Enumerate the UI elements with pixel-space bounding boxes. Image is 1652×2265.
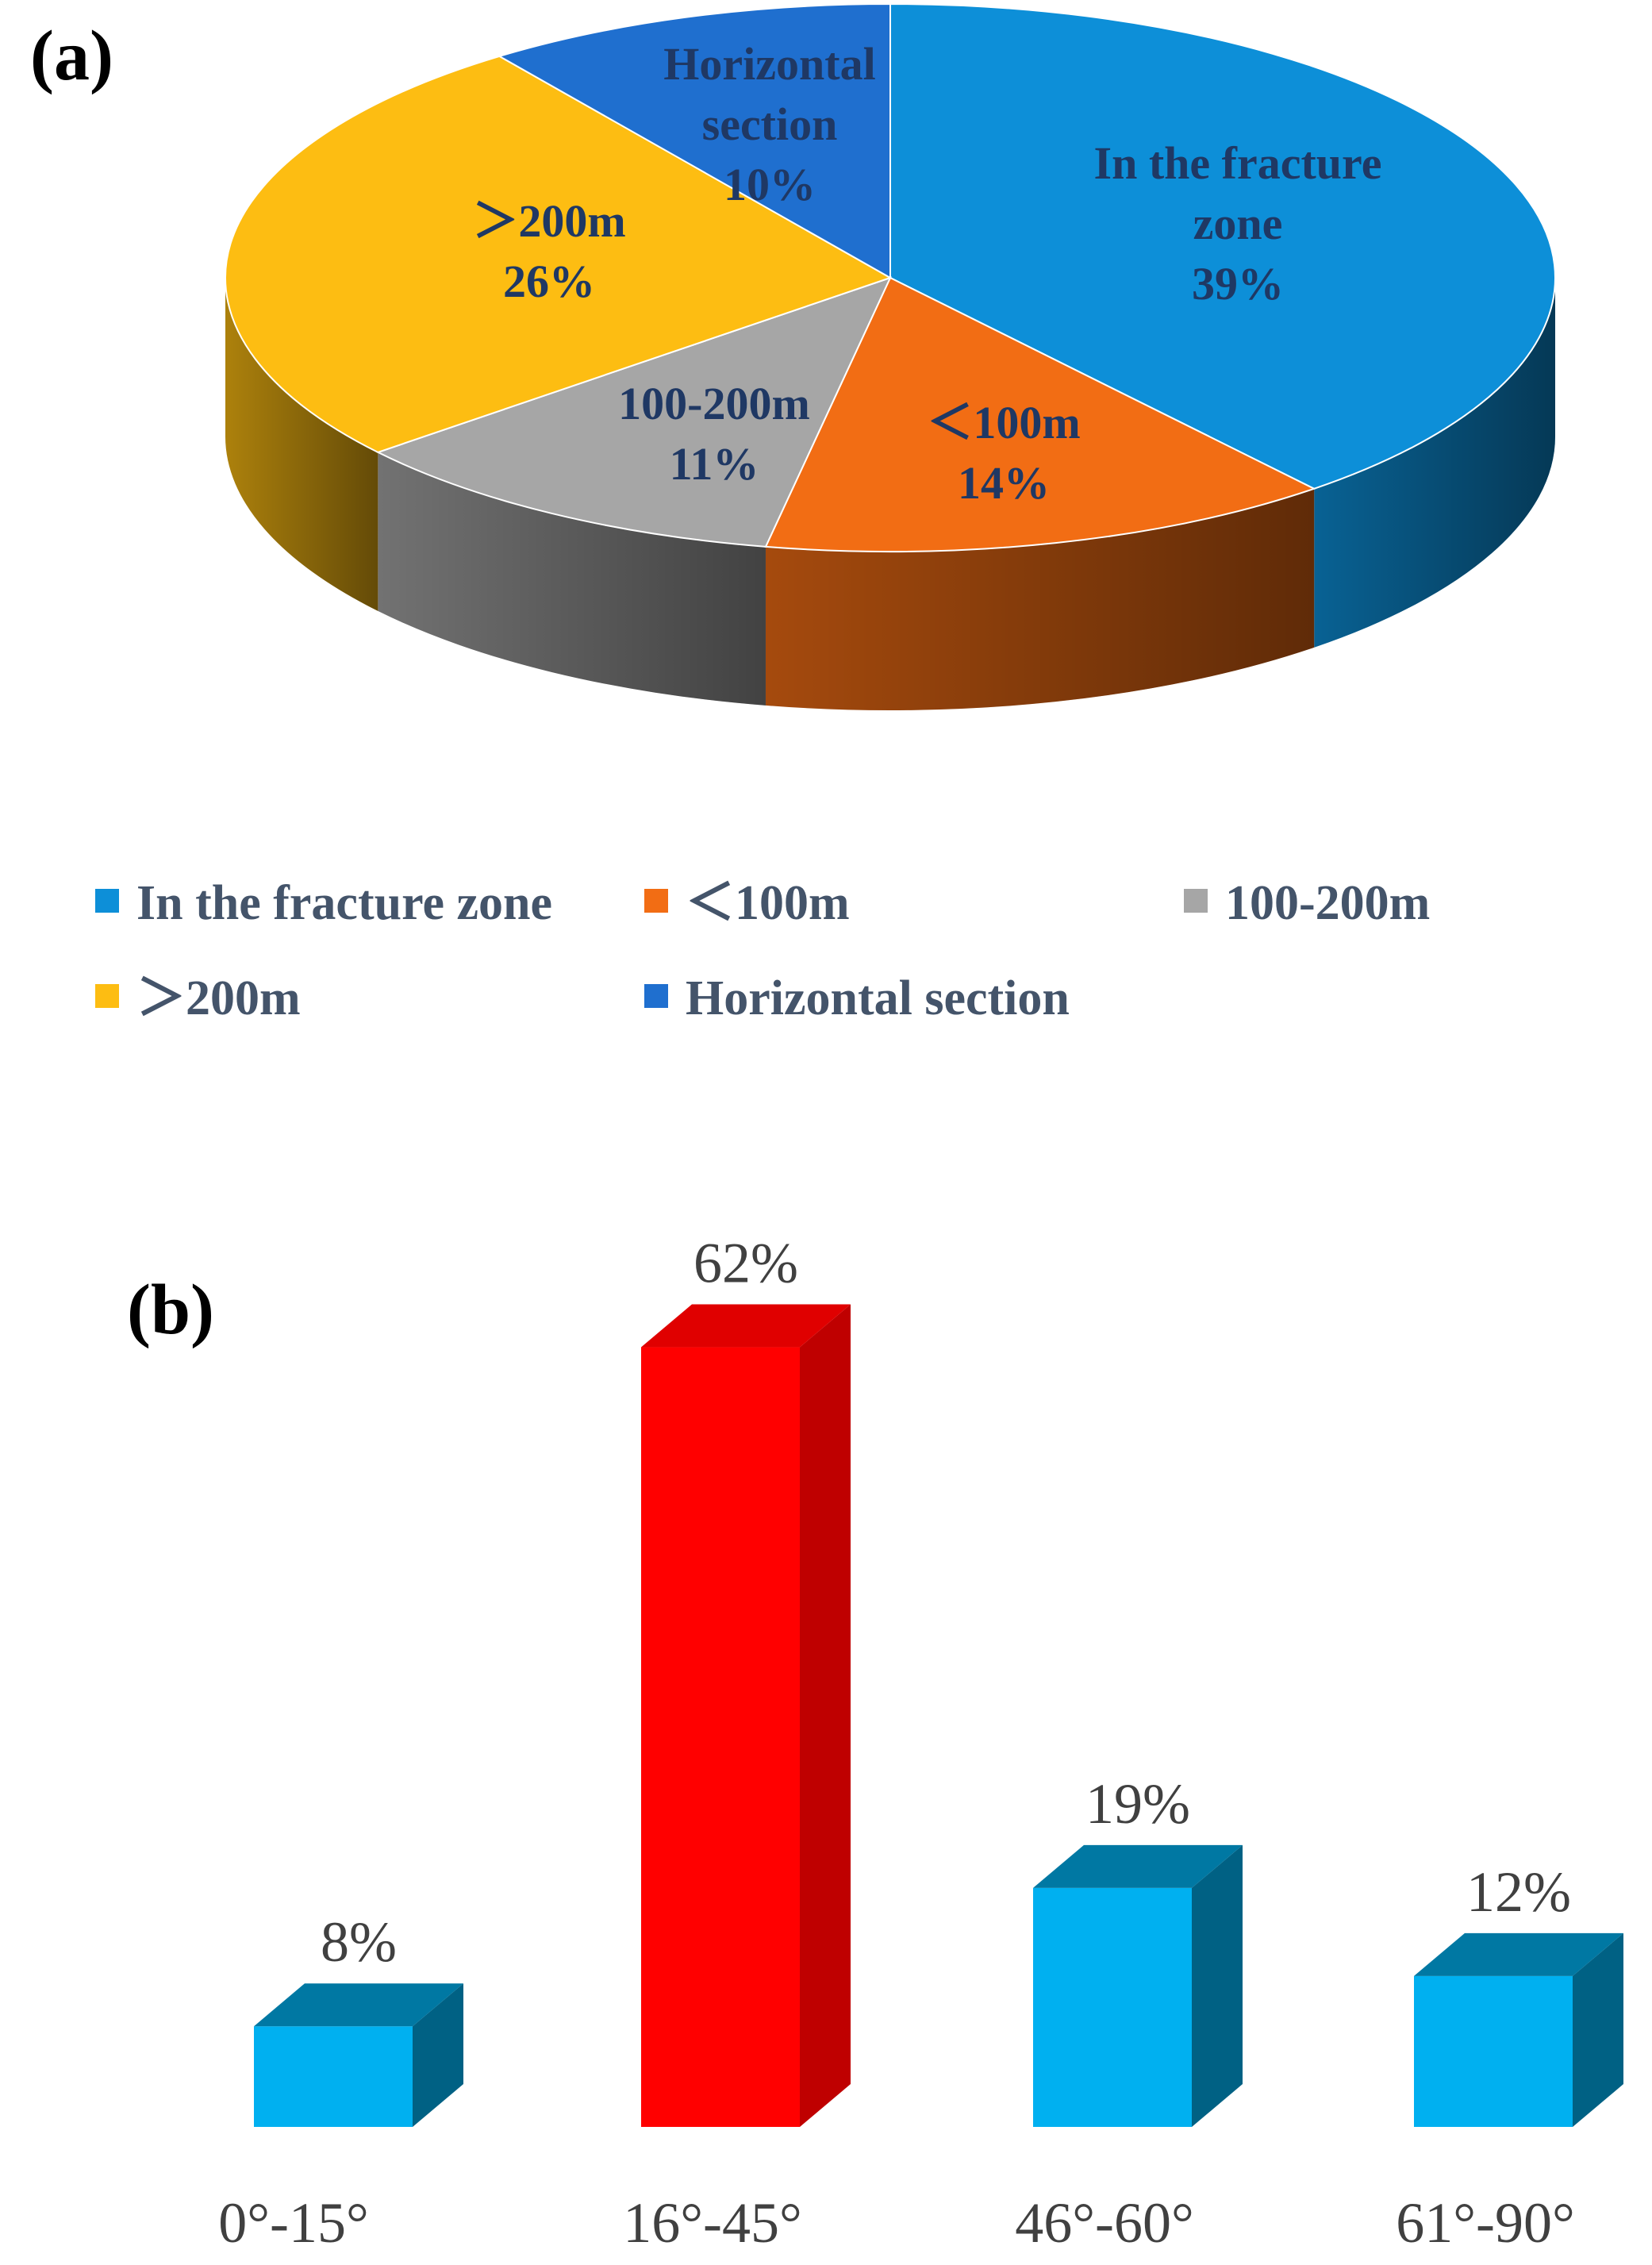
bar-chart: (b) 8% 62% 19% 12% 0°-15° 16°-45° 46°-60° 61°-… [127, 1232, 1623, 2255]
x-axis-tick-labels: 0°-15° 16°-45° 46°-60° 61°-90° [218, 2191, 1575, 2255]
pie-side-shade-in-the-fracture-zone [1314, 278, 1555, 648]
bar-value-label-16-45: 62% [693, 1232, 798, 1295]
pie-label-gt-200m: ＞200m 26% [472, 195, 625, 307]
pie-slice-100-200m [375, 276, 892, 548]
bar-top-16-45 [641, 1304, 851, 1348]
bar-front-16-45 [641, 1347, 800, 2127]
pie-side-walls [225, 278, 1555, 710]
legend-swatch-gt-200m [95, 984, 119, 1008]
legend-label-gt-200m: ＞200m [136, 971, 301, 1025]
legend-swatch-100-200m [1184, 889, 1208, 913]
bar-side-61-90 [1573, 1932, 1623, 2127]
bar-side-16-45 [800, 1304, 851, 2127]
pie-chart: (a) In the fracture zone 39%＜100m 14% 100-20… [30, 2, 1556, 1025]
x-tick-46-60: 46°-60° [1015, 2191, 1194, 2255]
bar-front-46-60 [1033, 1887, 1192, 2127]
bar-data-labels: 8% 62% 19% 12% [321, 1232, 1571, 1975]
bar-front-61-90 [1414, 1975, 1573, 2127]
pie-legend: In the fracture zone ＜100m 100-200m ＞200m Ho… [95, 876, 1430, 1025]
pie-label-lt-100m: ＜100m 14% [927, 397, 1080, 509]
panel-a-letter: (a) [30, 17, 113, 95]
pie-slice-in-the-fracture-zone [889, 2, 1556, 490]
pie-slice-lt-100m [764, 276, 1316, 552]
legend-label-in-the-fracture-zone: In the fracture zone [136, 876, 552, 930]
pie-top-faces [225, 2, 1556, 552]
bar-value-label-46-60: 19% [1085, 1772, 1190, 1836]
bar-0-15 [254, 1983, 463, 2127]
legend-label-horizontal-section: Horizontal section [686, 971, 1070, 1025]
bar-front-0-15 [254, 2026, 413, 2127]
bar-46-60 [1033, 1844, 1243, 2127]
pie-label-horizontal-section: Horizontal section 10% [663, 38, 875, 210]
legend-swatch-in-the-fracture-zone [95, 889, 119, 913]
bar-value-label-0-15: 8% [321, 1910, 397, 1974]
bar-side-0-15 [413, 1983, 463, 2127]
pie-label-in-the-fracture-zone: In the fracture zone 39% [1094, 137, 1382, 310]
x-tick-16-45: 16°-45° [623, 2191, 802, 2255]
pie-slice-horizontal-section [497, 2, 891, 279]
pie-slice-labels: In the fracture zone 39%＜100m 14% 100-200m 11… [472, 38, 1381, 509]
bar-61-90 [1414, 1932, 1623, 2127]
pie-side-shade-100-200m [378, 452, 766, 706]
bar-value-label-61-90: 12% [1466, 1860, 1571, 1924]
x-tick-61-90: 61°-90° [1396, 2191, 1575, 2255]
bar-top-46-60 [1033, 1844, 1243, 1888]
pie-label-100-200m: 100-200m 11% [618, 378, 810, 490]
pie-slice-gt-200m [225, 55, 893, 453]
pie-side-shade-gt-200m [225, 278, 378, 611]
legend-label-lt-100m: ＜100m [686, 876, 850, 930]
x-tick-0-15: 0°-15° [218, 2191, 369, 2255]
bar-top-61-90 [1414, 1932, 1623, 1976]
legend-swatch-horizontal-section [644, 984, 668, 1008]
bar-top-0-15 [254, 1983, 463, 2027]
panel-b-letter: (b) [127, 1271, 214, 1349]
legend-label-100-200m: 100-200m [1225, 876, 1430, 930]
legend-swatch-lt-100m [644, 889, 668, 913]
pie-side-shade-lt-100m [765, 488, 1315, 710]
bar-series [254, 1304, 1623, 2127]
bar-side-46-60 [1192, 1844, 1243, 2127]
bar-16-45 [641, 1304, 851, 2127]
